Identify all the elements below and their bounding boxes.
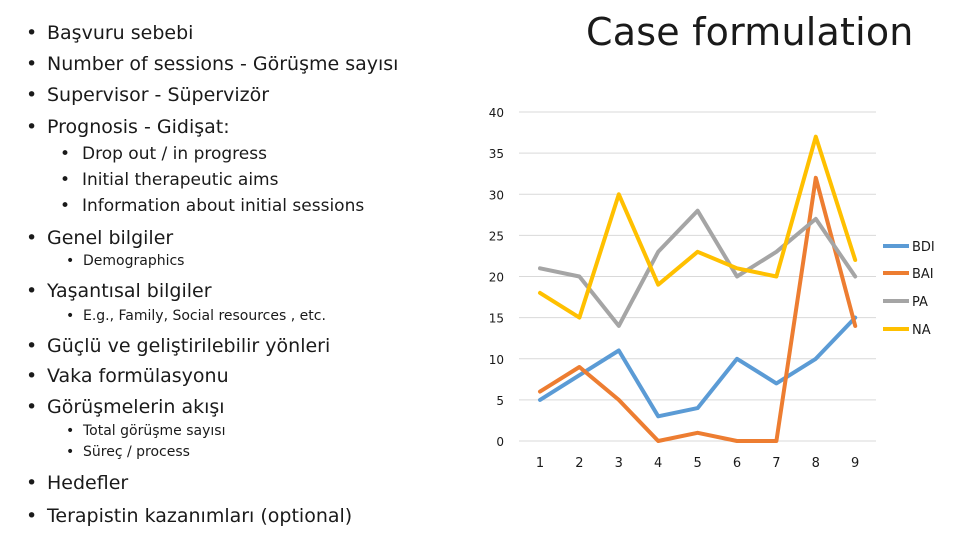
bullet-dot-icon: •: [26, 280, 38, 302]
bullet-text: Süreç / process: [83, 444, 190, 460]
bullet-text: Total görüşme sayısı: [83, 423, 226, 439]
slide-title: Case formulation: [586, 10, 914, 54]
y-tick-label: 35: [489, 147, 504, 161]
bullet-dot-icon: •: [26, 505, 38, 527]
bullet-dot-icon: •: [66, 444, 75, 460]
chart-legend: BDI BAI PA NA: [883, 240, 935, 338]
series-line-bdi: [538, 315, 858, 419]
bullet-text: E.g., Family, Social resources , etc.: [83, 308, 326, 324]
bullet-text: Yaşantısal bilgiler: [47, 280, 212, 302]
x-tick-label: 2: [575, 456, 583, 471]
bullet-dot-icon: •: [26, 365, 38, 387]
bullet-text: Prognosis - Gidişat:: [47, 116, 230, 138]
bullet-dot-icon: •: [60, 144, 71, 164]
bullet-text: Demographics: [83, 253, 185, 269]
x-tick-label: 5: [693, 456, 701, 471]
bullet-text: Terapistin kazanımları (optional): [47, 505, 353, 527]
series-line-bai: [538, 175, 858, 443]
y-axis-ticks: 0 5 10 15 20 25 30 35 40: [489, 106, 504, 449]
y-tick-label: 5: [496, 394, 504, 408]
bullet-text: Drop out / in progress: [82, 144, 267, 164]
y-tick-label: 15: [489, 312, 504, 326]
x-tick-label: 6: [733, 456, 741, 471]
chart-series: [538, 134, 858, 443]
x-tick-label: 3: [615, 456, 623, 471]
x-axis-ticks: 1 2 3 4 5 6 7 8 9: [536, 456, 859, 471]
bullet-dot-icon: •: [26, 335, 38, 357]
bullet-text: Güçlü ve geliştirilebilir yönleri: [47, 335, 331, 357]
bullet-dot-icon: •: [26, 116, 38, 138]
bullet-text: Vaka formülasyonu: [47, 365, 229, 387]
chart-gridlines: [519, 111, 876, 442]
bullet-dot-icon: •: [26, 472, 38, 494]
x-tick-label: 4: [654, 456, 662, 471]
x-tick-label: 8: [812, 456, 820, 471]
bullet-text: Başvuru sebebi: [47, 22, 194, 44]
bullet-dot-icon: •: [66, 253, 75, 269]
bullet-dot-icon: •: [66, 423, 75, 439]
bullet-text: Supervisor - Süpervizör: [47, 84, 270, 106]
bullet-dot-icon: •: [26, 22, 38, 44]
y-tick-label: 20: [489, 271, 504, 285]
y-tick-label: 40: [489, 106, 504, 120]
bullet-text: Hedefler: [47, 472, 129, 494]
bullet-dot-icon: •: [26, 53, 38, 75]
legend-label: NA: [912, 323, 931, 338]
series-line-na: [538, 134, 858, 320]
y-tick-label: 30: [489, 188, 504, 202]
x-tick-label: 1: [536, 456, 544, 471]
legend-label: BDI: [912, 240, 935, 255]
x-tick-label: 9: [851, 456, 859, 471]
x-tick-label: 7: [772, 456, 780, 471]
y-tick-label: 10: [489, 353, 504, 367]
bullet-dot-icon: •: [60, 170, 71, 190]
bullet-dot-icon: •: [26, 84, 38, 106]
legend-label: BAI: [912, 267, 934, 282]
bullet-text: Genel bilgiler: [47, 227, 174, 249]
bullet-dot-icon: •: [66, 308, 75, 324]
bullet-text: Görüşmelerin akışı: [47, 396, 225, 418]
bullet-list: • Başvuru sebebi • Number of sessions - Gör…: [0, 0, 470, 540]
bullet-dot-icon: •: [60, 196, 71, 216]
y-tick-label: 0: [496, 435, 504, 449]
legend-label: PA: [912, 295, 928, 310]
series-line-pa: [538, 208, 858, 328]
y-tick-label: 25: [489, 229, 504, 243]
bullet-dot-icon: •: [26, 227, 38, 249]
bullet-text: Information about initial sessions: [82, 196, 365, 216]
bullet-dot-icon: •: [26, 396, 38, 418]
bullet-text: Number of sessions - Görüşme sayısı: [47, 53, 399, 75]
bullet-text: Initial therapeutic aims: [82, 170, 279, 190]
